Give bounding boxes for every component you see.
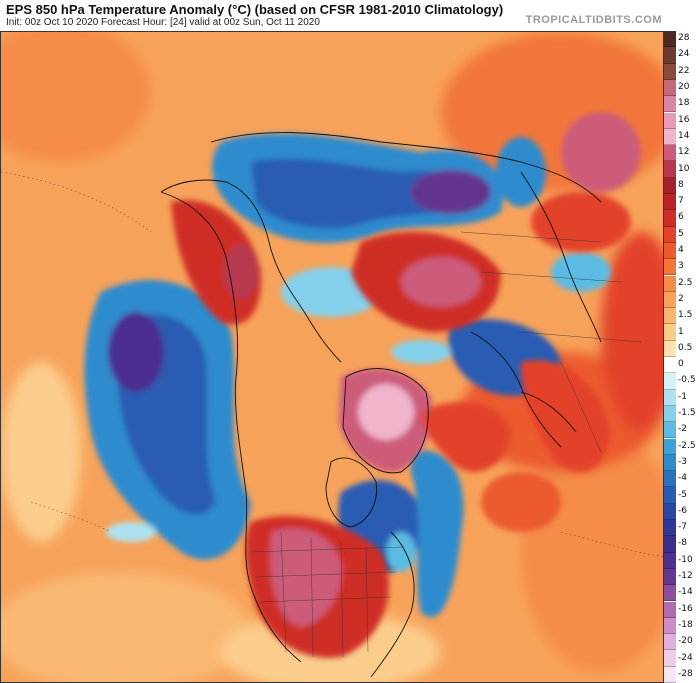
colorbar-label: 2.5 bbox=[678, 277, 693, 288]
colorbar-swatch bbox=[664, 210, 676, 227]
header: EPS 850 hPa Temperature Anomaly (°C) (ba… bbox=[0, 0, 700, 30]
colorbar-swatch bbox=[664, 128, 676, 146]
colorbar-label: -20 bbox=[678, 636, 693, 647]
colorbar-label: -16 bbox=[678, 603, 693, 614]
colorbar-swatch bbox=[664, 585, 676, 602]
colorbar-label: 12 bbox=[678, 147, 690, 158]
colorbar-label: -1 bbox=[678, 391, 687, 402]
colorbar-label: 0 bbox=[678, 359, 684, 370]
colorbar-swatch bbox=[664, 31, 676, 48]
colorbar-label: 24 bbox=[678, 49, 690, 60]
colorbar-label: -1.5 bbox=[678, 408, 696, 419]
colorbar-label: -12 bbox=[678, 571, 693, 582]
colorbar-label: 0.5 bbox=[678, 342, 693, 353]
colorbar-label: 18 bbox=[678, 98, 690, 109]
colorbar-swatch bbox=[664, 275, 676, 292]
colorbar-swatch bbox=[664, 96, 676, 113]
colorbar-label: 28 bbox=[678, 33, 690, 44]
colorbar-swatch bbox=[664, 194, 676, 211]
colorbar-label: -6 bbox=[678, 505, 687, 516]
political-borders bbox=[250, 231, 642, 658]
colorbar-label: -10 bbox=[678, 554, 693, 565]
colorbar-label: -14 bbox=[678, 587, 693, 598]
colorbar-label: 16 bbox=[678, 114, 690, 125]
colorbar-swatch bbox=[664, 650, 676, 667]
colorbar-swatch bbox=[664, 552, 676, 569]
anomaly-map bbox=[0, 31, 664, 683]
colorbar-label: 4 bbox=[678, 245, 684, 256]
colorbar-swatch bbox=[664, 308, 676, 325]
colorbar-swatch bbox=[664, 666, 676, 683]
brand-watermark: TROPICALTIDBITS.COM bbox=[525, 14, 662, 26]
colorbar-swatch bbox=[664, 438, 676, 455]
colorbar-label: -2 bbox=[678, 424, 687, 435]
colorbar-label: -8 bbox=[678, 538, 687, 549]
colorbar-swatch bbox=[664, 503, 676, 520]
colorbar-swatch bbox=[664, 617, 676, 635]
colorbar-swatch bbox=[664, 177, 676, 194]
colorbar-swatch bbox=[664, 389, 676, 406]
colorbar-swatch bbox=[664, 145, 676, 162]
colorbar-label: 3 bbox=[678, 261, 684, 272]
colorbar-swatch bbox=[664, 601, 676, 618]
colorbar-label: -0.5 bbox=[678, 375, 696, 386]
colorbar-label: 1.5 bbox=[678, 310, 693, 321]
cold-anomaly-regions bbox=[84, 133, 611, 618]
colorbar-swatch bbox=[664, 373, 676, 390]
colorbar-label: -7 bbox=[678, 522, 687, 533]
warm-anomaly-regions bbox=[171, 112, 641, 658]
colorbar-swatch bbox=[664, 405, 676, 423]
colorbar-swatch bbox=[664, 487, 676, 504]
colorbar-swatch bbox=[664, 161, 676, 178]
colorbar-label: 5 bbox=[678, 228, 684, 239]
colorbar-label: -3 bbox=[678, 456, 687, 467]
anomaly-map-svg bbox=[1, 32, 663, 682]
colorbar-swatch bbox=[664, 520, 676, 537]
colorbar-swatch bbox=[664, 79, 676, 97]
colorbar-swatch bbox=[664, 340, 676, 357]
colorbar-label: 10 bbox=[678, 163, 690, 174]
colorbar-label: -28 bbox=[678, 668, 693, 679]
colorbar-label: -2.5 bbox=[678, 440, 696, 451]
colorbar-swatch bbox=[664, 242, 676, 260]
colorbar-label: 2 bbox=[678, 293, 684, 304]
coastlines bbox=[160, 132, 602, 678]
colorbar-label: 8 bbox=[678, 179, 684, 190]
colorbar-swatch bbox=[664, 454, 676, 472]
colorbar-swatch bbox=[664, 259, 676, 276]
colorbar-label: 6 bbox=[678, 212, 684, 223]
colorbar-label: 7 bbox=[678, 196, 684, 207]
reference-dotted-lines bbox=[1, 171, 663, 557]
colorbar-swatch bbox=[664, 324, 676, 341]
colorbar-swatch bbox=[664, 47, 676, 64]
colorbar-label: -24 bbox=[678, 652, 693, 663]
colorbar-swatch bbox=[664, 634, 676, 651]
colorbar-label: 22 bbox=[678, 65, 690, 76]
colorbar-swatch bbox=[664, 357, 676, 374]
colorbar-label: 14 bbox=[678, 130, 690, 141]
map-subtitle: Init: 00z Oct 10 2020 Forecast Hour: [24… bbox=[6, 17, 320, 28]
colorbar-swatch bbox=[664, 471, 676, 488]
colorbar-label: 1 bbox=[678, 326, 684, 337]
colorbar-label: -5 bbox=[678, 489, 687, 500]
colorbar-label: -4 bbox=[678, 473, 687, 484]
colorbar-swatch bbox=[664, 568, 676, 586]
colorbar-swatch bbox=[664, 536, 676, 553]
map-title: EPS 850 hPa Temperature Anomaly (°C) (ba… bbox=[6, 2, 504, 17]
colorbar-legend: 28 24 22 20 18 16 14 12 10 8 7 6 5 4 3 2.5 2 1.5 1 0.5 0 -0.5… bbox=[664, 31, 700, 683]
colorbar-swatch bbox=[664, 63, 676, 80]
colorbar-swatch bbox=[664, 422, 676, 439]
colorbar-label: -18 bbox=[678, 619, 693, 630]
colorbar-swatch bbox=[664, 226, 676, 243]
colorbar-label: 20 bbox=[678, 82, 690, 93]
colorbar-swatch bbox=[664, 291, 676, 309]
colorbar-swatch bbox=[664, 112, 676, 129]
